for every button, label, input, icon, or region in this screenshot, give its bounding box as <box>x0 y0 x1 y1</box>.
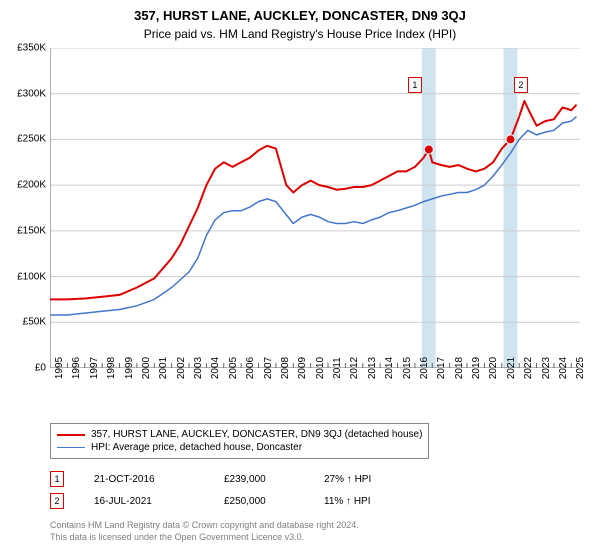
xtick-label: 2010 <box>311 357 326 379</box>
legend: 357, HURST LANE, AUCKLEY, DONCASTER, DN9… <box>50 423 429 459</box>
xtick-label: 2004 <box>206 357 221 379</box>
xtick-label: 2000 <box>137 357 152 379</box>
xtick-label: 2023 <box>537 357 552 379</box>
ytick-label: £150K <box>17 225 50 236</box>
xtick-label: 2008 <box>276 357 291 379</box>
xtick-label: 2019 <box>467 357 482 379</box>
ytick-label: £250K <box>17 134 50 145</box>
xtick-label: 2020 <box>484 357 499 379</box>
transaction-row: 2 16-JUL-2021£250,00011% ↑ HPI <box>50 490 444 512</box>
xtick-label: 2011 <box>328 357 343 379</box>
xtick-label: 2003 <box>189 357 204 379</box>
ytick-label: £0 <box>35 363 50 374</box>
chart-plot-area: £0£50K£100K£150K£200K£250K£300K£350K1995… <box>50 48 580 368</box>
xtick-label: 1999 <box>120 357 135 379</box>
legend-row-hpi: HPI: Average price, detached house, Donc… <box>57 441 422 454</box>
xtick-label: 2024 <box>554 357 569 379</box>
xtick-label: 1995 <box>50 357 65 379</box>
xtick-label: 2015 <box>398 357 413 379</box>
title-main: 357, HURST LANE, AUCKLEY, DONCASTER, DN9… <box>0 0 600 23</box>
ytick-label: £300K <box>17 88 50 99</box>
transaction-price: £250,000 <box>224 496 324 507</box>
xtick-label: 2012 <box>345 357 360 379</box>
transaction-date: 21-OCT-2016 <box>94 474 224 485</box>
xtick-label: 1997 <box>85 357 100 379</box>
ytick-label: £100K <box>17 271 50 282</box>
xtick-label: 2025 <box>571 357 586 379</box>
xtick-label: 1998 <box>102 357 117 379</box>
legend-swatch-hpi <box>57 447 85 449</box>
xtick-label: 2017 <box>432 357 447 379</box>
transaction-relative: 11% ↑ HPI <box>324 496 444 507</box>
chart-svg <box>50 48 580 368</box>
legend-row-price-paid: 357, HURST LANE, AUCKLEY, DONCASTER, DN9… <box>57 428 422 441</box>
xtick-label: 2021 <box>502 357 517 379</box>
legend-label-hpi: HPI: Average price, detached house, Donc… <box>91 442 302 453</box>
callout-box-2: 2 <box>514 77 528 93</box>
xtick-label: 2001 <box>154 357 169 379</box>
transaction-price: £239,000 <box>224 474 324 485</box>
transaction-relative: 27% ↑ HPI <box>324 474 444 485</box>
title-sub: Price paid vs. HM Land Registry's House … <box>0 23 600 41</box>
xtick-label: 2009 <box>293 357 308 379</box>
footer-line-2: This data is licensed under the Open Gov… <box>50 532 359 544</box>
xtick-label: 1996 <box>67 357 82 379</box>
legend-swatch-price-paid <box>57 434 85 436</box>
xtick-label: 2005 <box>224 357 239 379</box>
ytick-label: £350K <box>17 43 50 54</box>
xtick-label: 2006 <box>241 357 256 379</box>
transaction-table: 1 21-OCT-2016£239,00027% ↑ HPI 2 16-JUL-202… <box>50 468 444 512</box>
callout-box-1: 1 <box>408 77 422 93</box>
xtick-label: 2016 <box>415 357 430 379</box>
ytick-label: £50K <box>23 317 50 328</box>
xtick-label: 2002 <box>172 357 187 379</box>
xtick-label: 2013 <box>363 357 378 379</box>
footer-line-1: Contains HM Land Registry data © Crown c… <box>50 520 359 532</box>
xtick-label: 2007 <box>259 357 274 379</box>
xtick-label: 2018 <box>450 357 465 379</box>
transaction-row: 1 21-OCT-2016£239,00027% ↑ HPI <box>50 468 444 490</box>
ytick-label: £200K <box>17 180 50 191</box>
transaction-date: 16-JUL-2021 <box>94 496 224 507</box>
legend-label-price-paid: 357, HURST LANE, AUCKLEY, DONCASTER, DN9… <box>91 429 422 440</box>
footer: Contains HM Land Registry data © Crown c… <box>50 520 359 543</box>
xtick-label: 2022 <box>519 357 534 379</box>
transaction-marker-box: 2 <box>50 493 64 509</box>
transaction-marker-box: 1 <box>50 471 64 487</box>
xtick-label: 2014 <box>380 357 395 379</box>
